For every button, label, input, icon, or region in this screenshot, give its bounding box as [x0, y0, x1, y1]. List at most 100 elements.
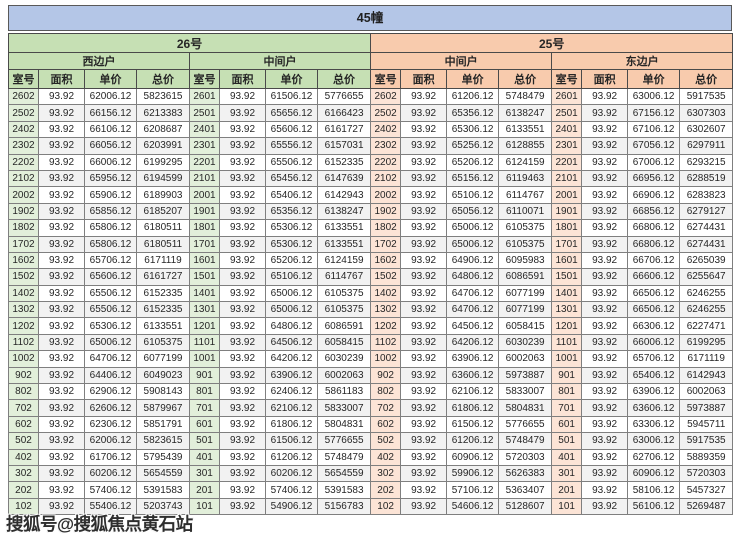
cell-area: 93.92: [38, 235, 85, 253]
cell-total-price: 5654559: [316, 464, 372, 483]
cell-room: 101: [189, 497, 220, 516]
cell-total-price: 6255647: [679, 268, 734, 286]
cell-area: 93.92: [219, 268, 266, 286]
cell-area: 93.92: [219, 87, 266, 106]
cell-area: 93.92: [581, 251, 629, 270]
table-row: 902 93.92 64406.12 6049023 901 93.92 63906.12 6…: [8, 366, 734, 385]
cell-unit-price: 66056.12: [84, 137, 137, 155]
col-header-unit-price: 单价: [627, 69, 681, 89]
cell-unit-price: 64206.12: [265, 350, 318, 368]
cell-area: 93.92: [400, 120, 448, 139]
cell-total-price: 6246255: [679, 284, 734, 303]
cell-unit-price: 65106.12: [446, 186, 500, 204]
cell-total-price: 6180511: [136, 235, 190, 253]
cell-area: 93.92: [219, 202, 266, 221]
cell-total-price: 6058415: [498, 317, 553, 335]
cell-area: 93.92: [38, 432, 85, 450]
cell-room: 2102: [8, 169, 39, 188]
col-header-total-price: 总价: [679, 69, 734, 89]
cell-area: 93.92: [38, 284, 85, 303]
cell-total-price: 6274431: [679, 235, 734, 253]
cell-area: 93.92: [38, 383, 85, 401]
cell-room: 2602: [8, 87, 39, 106]
cell-total-price: 5363407: [498, 481, 553, 499]
cell-area: 93.92: [581, 104, 629, 122]
price-table: 26号 25号 西边户 中间户 中间户 东边户 室号 面积 单价 总价 室号 面积 单价 总价…: [7, 33, 734, 516]
cell-total-price: 6152335: [136, 301, 190, 319]
cell-area: 93.92: [219, 497, 266, 516]
cell-total-price: 6279127: [679, 202, 734, 221]
cell-total-price: 6152335: [316, 153, 372, 171]
cell-unit-price: 65056.12: [446, 202, 500, 221]
cell-unit-price: 66606.12: [627, 268, 681, 286]
cell-total-price: 6124159: [498, 153, 553, 171]
cell-total-price: 6002063: [498, 350, 553, 368]
cell-total-price: 5908143: [136, 383, 190, 401]
cell-total-price: 6208687: [136, 120, 190, 139]
cell-total-price: 5654559: [136, 464, 190, 483]
cell-unit-price: 65206.12: [446, 153, 500, 171]
cell-room: 202: [8, 481, 39, 499]
cell-unit-price: 66906.12: [627, 186, 681, 204]
table-row: 102 93.92 55406.12 5203743 101 93.92 54906.12 5…: [8, 497, 734, 516]
cell-room: 902: [370, 366, 402, 385]
cell-unit-price: 61206.12: [446, 432, 500, 450]
unit-header-middle-25: 中间户: [370, 52, 553, 70]
cell-unit-price: 66156.12: [84, 104, 137, 122]
cell-total-price: 5804831: [316, 415, 372, 434]
cell-area: 93.92: [581, 120, 629, 139]
cell-area: 93.92: [38, 366, 85, 385]
cell-unit-price: 65256.12: [446, 137, 500, 155]
cell-total-price: 5879967: [136, 399, 190, 417]
cell-room: 702: [8, 399, 39, 417]
cell-unit-price: 65206.12: [265, 251, 318, 270]
cell-area: 93.92: [400, 104, 448, 122]
cell-room: 2101: [189, 169, 220, 188]
table-row: 402 93.92 61706.12 5795439 401 93.92 61206.12 5…: [8, 448, 734, 466]
cell-total-price: 6142943: [316, 186, 372, 204]
cell-unit-price: 62106.12: [265, 399, 318, 417]
cell-room: 2302: [8, 137, 39, 155]
cell-unit-price: 65606.12: [84, 268, 137, 286]
cell-area: 93.92: [219, 251, 266, 270]
cell-unit-price: 62406.12: [265, 383, 318, 401]
cell-unit-price: 65406.12: [627, 366, 681, 385]
col-header-room: 室号: [8, 69, 39, 89]
cell-area: 93.92: [38, 169, 85, 188]
unit-header-middle-26: 中间户: [188, 52, 372, 70]
cell-room: 1702: [8, 235, 39, 253]
cell-total-price: 6307303: [679, 104, 734, 122]
cell-room: 1602: [8, 251, 39, 270]
col-header-room: 室号: [551, 69, 583, 89]
cell-total-price: 5804831: [498, 399, 553, 417]
cell-unit-price: 60906.12: [627, 464, 681, 483]
cell-unit-price: 65306.12: [446, 120, 500, 139]
cell-unit-price: 56106.12: [627, 497, 681, 516]
cell-room: 2301: [551, 137, 583, 155]
col-header-unit-price: 单价: [265, 69, 318, 89]
cell-room: 1302: [370, 301, 402, 319]
cell-unit-price: 66856.12: [627, 202, 681, 221]
cell-unit-price: 66106.12: [84, 120, 137, 139]
cell-room: 1201: [551, 317, 583, 335]
table-row: 1602 93.92 65706.12 6171119 1601 93.92 65206.1…: [8, 251, 734, 270]
cell-area: 93.92: [219, 317, 266, 335]
cell-area: 93.92: [219, 104, 266, 122]
col-header-unit-price: 单价: [84, 69, 137, 89]
cell-area: 93.92: [581, 383, 629, 401]
cell-area: 93.92: [581, 415, 629, 434]
cell-total-price: 6166423: [316, 104, 372, 122]
cell-total-price: 5823615: [136, 432, 190, 450]
cell-area: 93.92: [38, 301, 85, 319]
cell-total-price: 6105375: [498, 219, 553, 237]
cell-room: 501: [551, 432, 583, 450]
cell-room: 1801: [189, 219, 220, 237]
cell-total-price: 5391583: [316, 481, 372, 499]
cell-unit-price: 65006.12: [265, 301, 318, 319]
cell-total-price: 6110071: [498, 202, 553, 221]
cell-room: 401: [189, 448, 220, 466]
cell-total-price: 5776655: [316, 432, 372, 450]
cell-total-price: 6189903: [136, 186, 190, 204]
cell-unit-price: 65806.12: [84, 219, 137, 237]
cell-room: 1601: [189, 251, 220, 270]
